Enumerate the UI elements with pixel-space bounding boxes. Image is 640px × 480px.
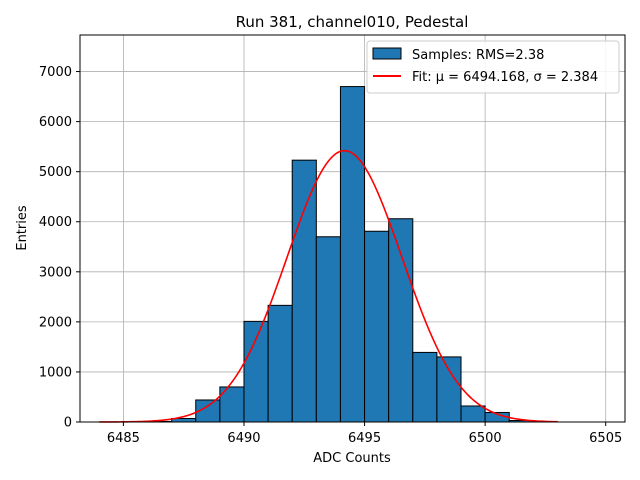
histogram-bar — [436, 356, 462, 423]
y-tick-label: 2000 — [39, 315, 72, 330]
legend-fit-label: Fit: μ = 6494.168, σ = 2.384 — [412, 70, 598, 85]
y-tick-label: 6000 — [39, 115, 72, 130]
histogram-bar — [243, 320, 269, 423]
y-tick-label: 4000 — [39, 215, 72, 230]
histogram-bars — [147, 86, 558, 423]
x-tick-label: 6500 — [469, 431, 502, 446]
histogram-bar — [364, 230, 390, 423]
histogram-bar — [267, 304, 293, 423]
legend-histogram-label: Samples: RMS=2.38 — [412, 48, 544, 63]
y-tick-label: 5000 — [39, 165, 72, 180]
histogram-bar — [388, 218, 414, 423]
y-tick-label: 1000 — [39, 365, 72, 380]
fit-curve — [99, 149, 558, 423]
x-tick-label: 6485 — [107, 431, 140, 446]
histogram-bar — [339, 86, 366, 423]
histogram-bar — [219, 386, 245, 423]
y-axis-label: Entries — [15, 205, 30, 251]
histogram-bar — [460, 405, 486, 423]
histogram-bar — [291, 159, 317, 423]
x-tick-label: 6495 — [348, 431, 381, 446]
y-axis-ticks: 0 1000 2000 3000 4000 5000 6000 7000 — [39, 65, 80, 431]
y-tick-label: 3000 — [39, 265, 72, 280]
x-axis-label: ADC Counts — [313, 451, 391, 466]
y-tick-label: 7000 — [39, 65, 72, 80]
histogram-bar — [315, 236, 341, 423]
x-tick-label: 6490 — [227, 431, 260, 446]
chart-title: Run 381, channel010, Pedestal — [236, 13, 469, 31]
y-tick-label: 0 — [64, 416, 72, 431]
legend-histogram-swatch — [372, 47, 402, 60]
fit-curve-layer — [99, 149, 558, 423]
x-axis-ticks: 6485 6490 6495 6500 6505 — [107, 422, 622, 446]
histogram-bar — [412, 351, 438, 423]
legend: Samples: RMS=2.38 Fit: μ = 6494.168, σ =… — [366, 40, 620, 94]
legend-box — [366, 40, 620, 94]
plot-frame — [79, 34, 626, 423]
x-tick-label: 6505 — [589, 431, 622, 446]
